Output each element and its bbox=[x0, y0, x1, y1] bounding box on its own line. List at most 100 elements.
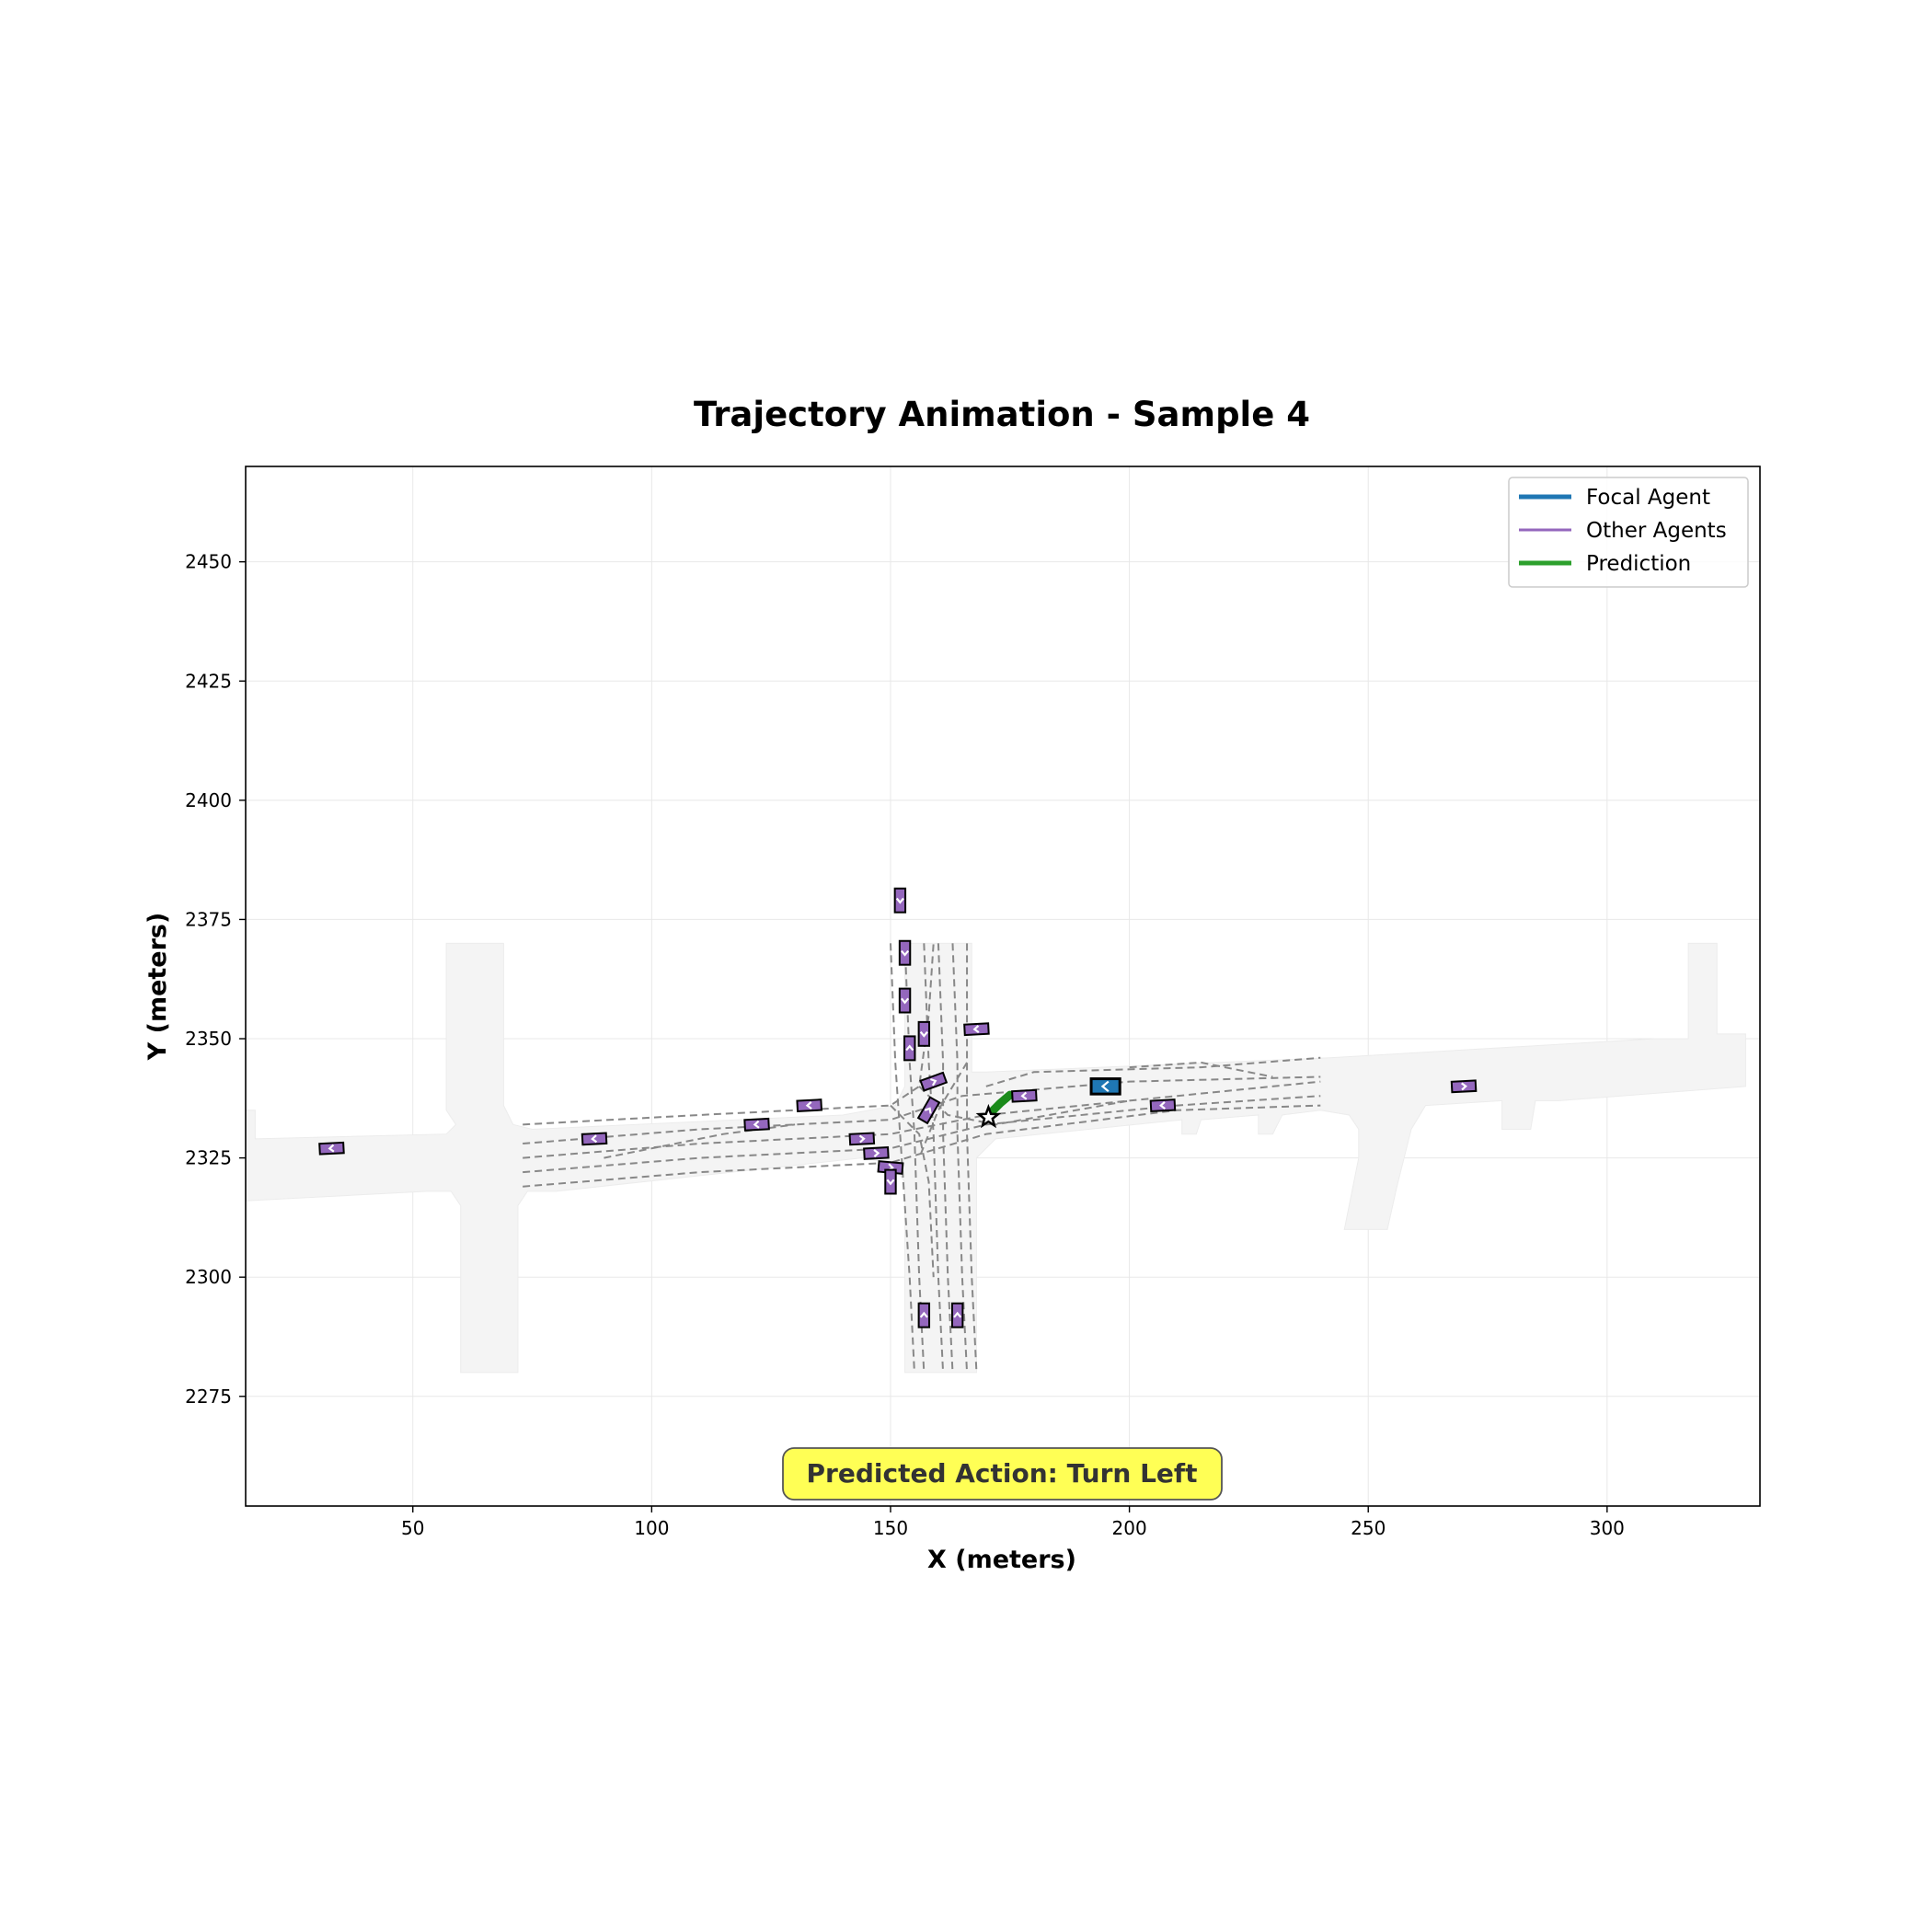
chart-title: Trajectory Animation - Sample 4 bbox=[694, 395, 1310, 434]
predicted-action-background bbox=[782, 1447, 1223, 1501]
heading-arrow bbox=[930, 1077, 937, 1087]
agent-box bbox=[581, 1132, 608, 1146]
other-agent bbox=[318, 1141, 345, 1156]
x-tick-label: 300 bbox=[1590, 1517, 1625, 1539]
heading-arrow bbox=[924, 1107, 932, 1114]
heading-arrow bbox=[901, 997, 910, 1005]
other-agent bbox=[884, 1168, 897, 1195]
heading-arrow bbox=[905, 1044, 914, 1052]
heading-arrow bbox=[1159, 1101, 1166, 1110]
other-agent bbox=[917, 1302, 931, 1328]
legend-label: Other Agents bbox=[1586, 519, 1727, 543]
agent-box bbox=[919, 1071, 949, 1092]
predicted-action-text: Predicted Action: Turn Left bbox=[807, 1458, 1198, 1489]
other-agent bbox=[848, 1132, 876, 1146]
start-marker-layer bbox=[975, 1103, 1002, 1129]
y-axis-ticks: 2275 2300 2325 2350 2375 2400 2425 2450 bbox=[185, 551, 246, 1408]
other-agent bbox=[863, 1145, 890, 1160]
agent-box bbox=[898, 987, 912, 1014]
legend-label: Focal Agent bbox=[1586, 486, 1710, 510]
heading-arrow bbox=[805, 1101, 812, 1110]
lane-centerline bbox=[985, 1056, 1321, 1087]
y-tick-label: 2300 bbox=[185, 1266, 232, 1288]
heading-arrow bbox=[1020, 1091, 1028, 1100]
lane-centerline bbox=[966, 943, 978, 1373]
x-tick-label: 100 bbox=[634, 1517, 669, 1539]
other-agent bbox=[919, 1071, 949, 1092]
lane-centerline bbox=[523, 1080, 1321, 1159]
other-agent bbox=[1450, 1079, 1478, 1094]
other-agent bbox=[903, 1035, 916, 1062]
other-agent bbox=[916, 1096, 941, 1125]
heading-arrow bbox=[873, 1149, 880, 1157]
other-agent bbox=[743, 1117, 770, 1132]
lane-centerline bbox=[604, 1123, 796, 1159]
lane-centerline bbox=[523, 1075, 1321, 1145]
x-tick-label: 200 bbox=[1112, 1517, 1147, 1539]
legend: Focal Agent Other Agents Prediction bbox=[1508, 477, 1749, 588]
start-star-marker bbox=[975, 1103, 1002, 1129]
heading-arrow bbox=[895, 897, 904, 904]
agent-box bbox=[903, 1035, 916, 1062]
x-axis-label: X (meters) bbox=[927, 1546, 1076, 1574]
agent-box bbox=[1450, 1079, 1478, 1094]
heading-arrow bbox=[953, 1311, 962, 1318]
y-tick-label: 2375 bbox=[185, 908, 232, 930]
lane-centerline bbox=[951, 943, 969, 1373]
lane-centerline bbox=[523, 1104, 1321, 1188]
heading-arrow bbox=[1461, 1082, 1467, 1091]
heading-arrow bbox=[328, 1144, 335, 1153]
x-tick-label: 50 bbox=[401, 1517, 424, 1539]
plot-frame bbox=[245, 466, 1761, 1507]
other-agent bbox=[1011, 1088, 1038, 1103]
agents-layer bbox=[318, 887, 1478, 1328]
y-axis-label: Y (meters) bbox=[144, 913, 172, 1062]
grid-lines bbox=[246, 466, 1760, 1506]
lane-centerline bbox=[523, 943, 935, 1126]
other-agent bbox=[581, 1132, 608, 1146]
heading-arrow bbox=[858, 1134, 866, 1144]
heading-arrow bbox=[1100, 1080, 1110, 1093]
lane-centerline bbox=[890, 1104, 935, 1278]
other-agent bbox=[893, 887, 907, 914]
other-agent bbox=[1149, 1098, 1177, 1113]
heading-arrow bbox=[753, 1120, 760, 1129]
x-tick-label: 150 bbox=[873, 1517, 908, 1539]
agent-box bbox=[917, 1302, 931, 1328]
agent-box bbox=[916, 1096, 941, 1125]
lane-centerline bbox=[1129, 1061, 1273, 1078]
lane-centerline bbox=[918, 1062, 968, 1158]
heading-arrow bbox=[591, 1134, 598, 1144]
heading-arrow bbox=[919, 1030, 928, 1038]
y-tick-label: 2400 bbox=[185, 789, 232, 811]
heading-arrow bbox=[919, 1311, 928, 1318]
legend-label: Prediction bbox=[1586, 552, 1691, 576]
agent-box bbox=[884, 1168, 897, 1195]
lane-centerline bbox=[923, 943, 945, 1373]
agent-box bbox=[796, 1098, 823, 1113]
other-agent bbox=[917, 1020, 931, 1047]
y-tick-label: 2450 bbox=[185, 551, 232, 573]
agent-box bbox=[893, 887, 907, 914]
legend-box bbox=[1508, 477, 1749, 588]
agent-box bbox=[950, 1302, 964, 1328]
heading-arrow bbox=[886, 1179, 895, 1186]
heading-arrow bbox=[972, 1025, 980, 1034]
other-agent bbox=[898, 939, 912, 966]
y-tick-label: 2275 bbox=[185, 1386, 232, 1408]
lane-centerline bbox=[937, 943, 954, 1373]
focal-agent-box bbox=[1089, 1077, 1121, 1096]
focal-agent bbox=[1089, 1077, 1121, 1096]
lane-centerline bbox=[523, 1095, 1321, 1174]
agent-box bbox=[863, 1145, 890, 1160]
agent-box bbox=[848, 1132, 876, 1146]
other-agent bbox=[898, 987, 912, 1014]
other-agent bbox=[796, 1098, 823, 1113]
agent-box bbox=[743, 1117, 770, 1132]
x-axis-ticks: 50 100 150 200 250 300 bbox=[401, 1506, 1625, 1539]
agent-box bbox=[917, 1020, 931, 1047]
heading-arrow bbox=[901, 949, 910, 957]
lane-lines bbox=[523, 943, 1321, 1373]
agent-box bbox=[963, 1022, 990, 1037]
